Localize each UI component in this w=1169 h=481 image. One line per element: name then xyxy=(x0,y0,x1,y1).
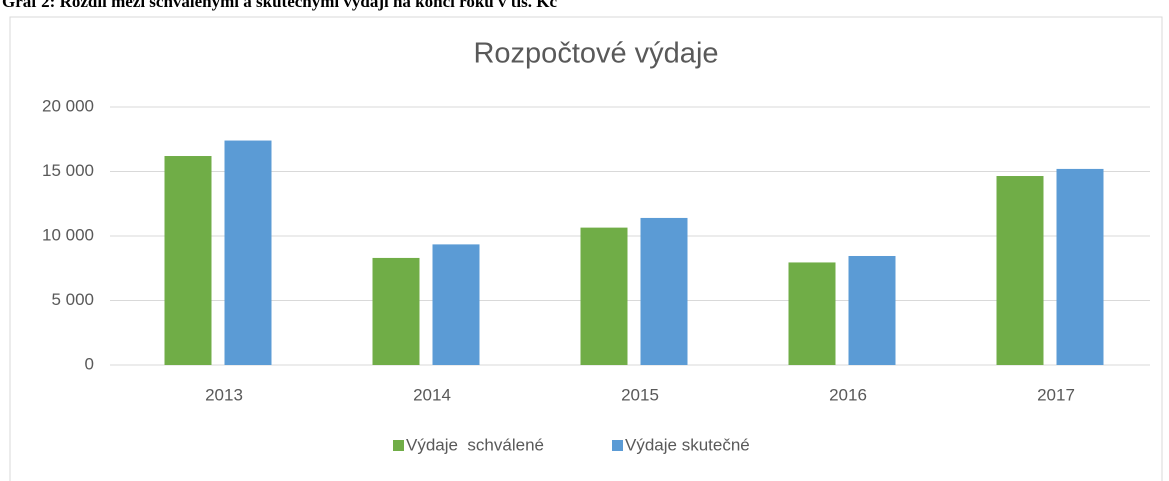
legend-swatch xyxy=(393,440,404,451)
y-tick-label: 20 000 xyxy=(42,96,94,115)
y-tick-label: 0 xyxy=(85,354,94,373)
y-tick-label: 5 000 xyxy=(51,290,94,309)
caption: Graf 2: Rozdíl mezi schválenými a skuteč… xyxy=(2,0,557,11)
bar xyxy=(432,244,480,365)
legend-label: Výdaje schválené xyxy=(406,435,544,454)
bar xyxy=(848,255,896,365)
bar xyxy=(788,262,836,365)
y-tick-label: 15 000 xyxy=(42,161,94,180)
legend-swatch xyxy=(612,440,623,451)
x-tick-label: 2016 xyxy=(829,385,867,404)
x-tick-label: 2014 xyxy=(413,385,451,404)
bar xyxy=(996,176,1044,365)
x-tick-label: 2013 xyxy=(205,385,243,404)
y-tick-label: 10 000 xyxy=(42,225,94,244)
bar xyxy=(1056,168,1104,365)
chart-frame xyxy=(9,16,1163,481)
x-tick-label: 2015 xyxy=(621,385,659,404)
bar xyxy=(164,156,212,365)
chart-title: Rozpočtové výdaje xyxy=(473,38,718,70)
bar xyxy=(580,227,628,365)
bar xyxy=(372,257,420,365)
legend-label: Výdaje skutečné xyxy=(625,435,750,454)
x-tick-label: 2017 xyxy=(1037,385,1075,404)
bar xyxy=(224,140,272,365)
bar xyxy=(640,217,688,365)
